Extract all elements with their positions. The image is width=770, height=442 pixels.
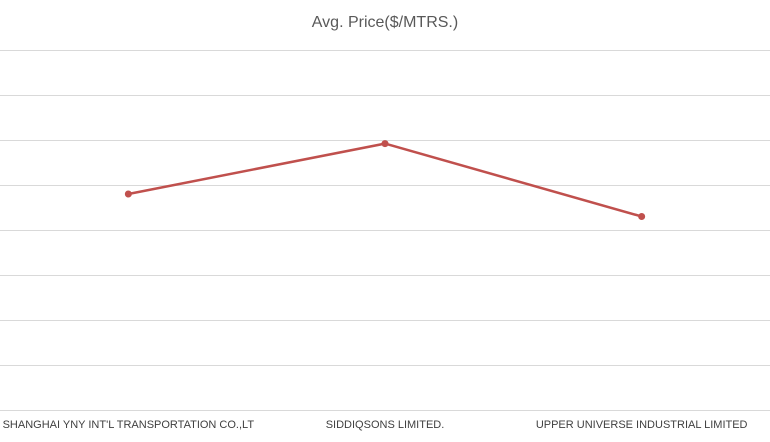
x-tick-label: SIDDIQSONS LIMITED. xyxy=(325,419,445,431)
data-point xyxy=(381,140,389,148)
data-point xyxy=(638,213,646,220)
series-line xyxy=(128,142,643,218)
x-tick-label: SHANGHAI YNY INT'L TRANSPORTATION CO.,LT xyxy=(2,419,255,431)
x-tick-label: UPPER UNIVERSE INDUSTRIAL LIMITED xyxy=(535,419,748,431)
data-point xyxy=(124,190,132,198)
chart-title: Avg. Price($/MTRS.) xyxy=(311,14,459,31)
